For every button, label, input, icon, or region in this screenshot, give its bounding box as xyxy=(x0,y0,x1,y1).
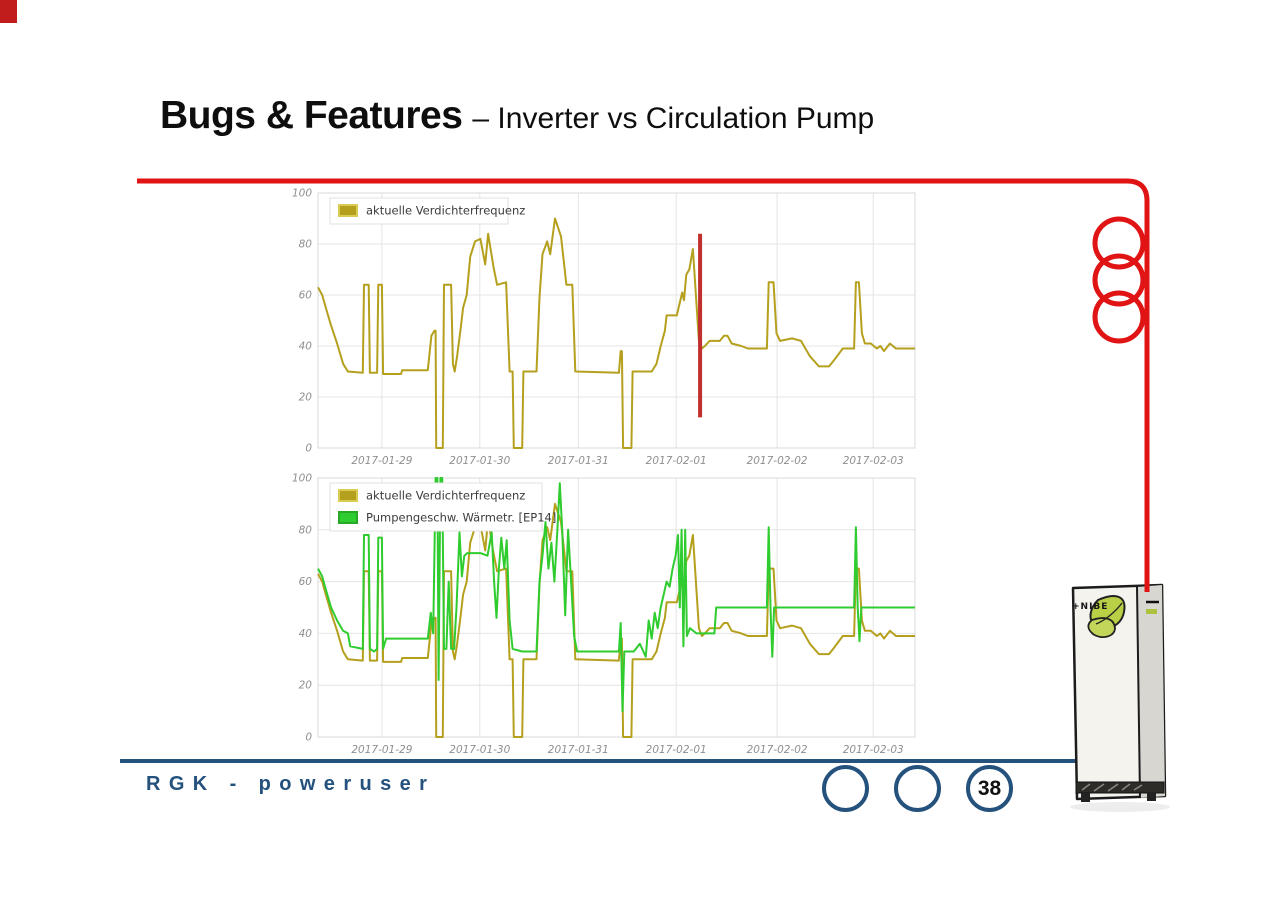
pump-shadow xyxy=(1070,802,1170,812)
page-title: Bugs & Features – Inverter vs Circulation… xyxy=(160,94,874,138)
y-tick-label: 0 xyxy=(305,732,312,744)
chart-canvas: 0 20 40 60 80 100 2017-01-29 2017-01-30 2017-01-… xyxy=(292,188,916,467)
footer-circle xyxy=(822,765,869,812)
footer-divider xyxy=(120,759,1132,763)
footer-brand: RGK - poweruser xyxy=(146,773,436,795)
legend-label: aktuelle Verdichterfrequenz xyxy=(366,489,525,503)
pump-display-light xyxy=(1146,609,1157,614)
y-tick-label: 20 xyxy=(299,680,313,692)
x-tick-label: 2017-01-29 xyxy=(351,455,412,467)
x-tick-label: 2017-02-03 xyxy=(843,744,904,756)
y-tick-label: 60 xyxy=(299,576,313,588)
y-tick-label: 20 xyxy=(299,392,313,404)
y-tick-label: 0 xyxy=(305,443,312,455)
page-title-subtitle: – Inverter vs Circulation Pump xyxy=(472,102,875,135)
legend-swatch xyxy=(338,489,358,502)
x-tick-label: 2017-01-30 xyxy=(449,455,510,467)
x-tick-label: 2017-02-01 xyxy=(646,744,707,756)
heat-pump-illustration: +NIBE xyxy=(1070,578,1170,812)
x-tick-label: 2017-02-01 xyxy=(646,455,707,467)
y-tick-label: 100 xyxy=(292,473,312,485)
x-tick-label: 2017-02-03 xyxy=(843,455,904,467)
corner-mark xyxy=(0,0,17,23)
y-tick-label: 40 xyxy=(299,628,313,640)
series-line xyxy=(317,217,915,449)
pump-base-hatching xyxy=(1081,783,1143,792)
footer-circle xyxy=(894,765,941,812)
legend-swatch xyxy=(338,204,358,217)
pump-foot xyxy=(1081,793,1090,802)
y-tick-label: 80 xyxy=(299,239,313,251)
series-line xyxy=(317,502,915,738)
pump-base xyxy=(1075,781,1165,794)
x-tick-label: 2017-01-31 xyxy=(548,455,609,467)
inverter-vs-pump-chart: 0 20 40 60 80 100 2017-01-29 2017-01-30 2017-01-… xyxy=(290,470,920,767)
pump-foot xyxy=(1147,792,1156,801)
red-coil-circle xyxy=(1092,216,1146,270)
chart-canvas: 0 20 40 60 80 100 2017-01-29 2017-01-30 2017-01-… xyxy=(292,473,916,756)
legend-label: aktuelle Verdichterfrequenz xyxy=(366,204,525,218)
nibe-label: +NIBE xyxy=(1072,602,1108,612)
inverter-frequency-chart: 0 20 40 60 80 100 2017-01-29 2017-01-30 2017-01-… xyxy=(290,186,920,475)
red-coil-circle xyxy=(1092,253,1146,307)
legend-label: Pumpengeschw. Wärmetr. [EP14] xyxy=(366,511,556,525)
page-number-badge: 38 xyxy=(966,765,1013,812)
red-pipe-inlet xyxy=(1144,578,1150,592)
y-tick-label: 40 xyxy=(299,341,313,353)
y-tick-label: 100 xyxy=(292,188,312,200)
page-title-main: Bugs & Features xyxy=(160,94,463,137)
y-tick-label: 60 xyxy=(299,290,313,302)
x-tick-label: 2017-02-02 xyxy=(747,455,808,467)
leaf-vein xyxy=(1095,602,1123,625)
nibe-leaf-icon xyxy=(1087,617,1116,639)
x-tick-label: 2017-01-29 xyxy=(351,744,412,756)
pump-side-panel xyxy=(1137,585,1165,798)
x-tick-label: 2017-01-31 xyxy=(548,744,609,756)
x-tick-label: 2017-01-30 xyxy=(449,744,510,756)
plot-border xyxy=(317,192,916,449)
legend-swatch xyxy=(338,511,358,524)
page-number: 38 xyxy=(977,776,1002,800)
pump-panel-divider xyxy=(1136,586,1141,799)
y-tick-label: 80 xyxy=(299,524,313,536)
x-tick-label: 2017-02-02 xyxy=(747,744,808,756)
red-coil-circle xyxy=(1092,290,1146,344)
